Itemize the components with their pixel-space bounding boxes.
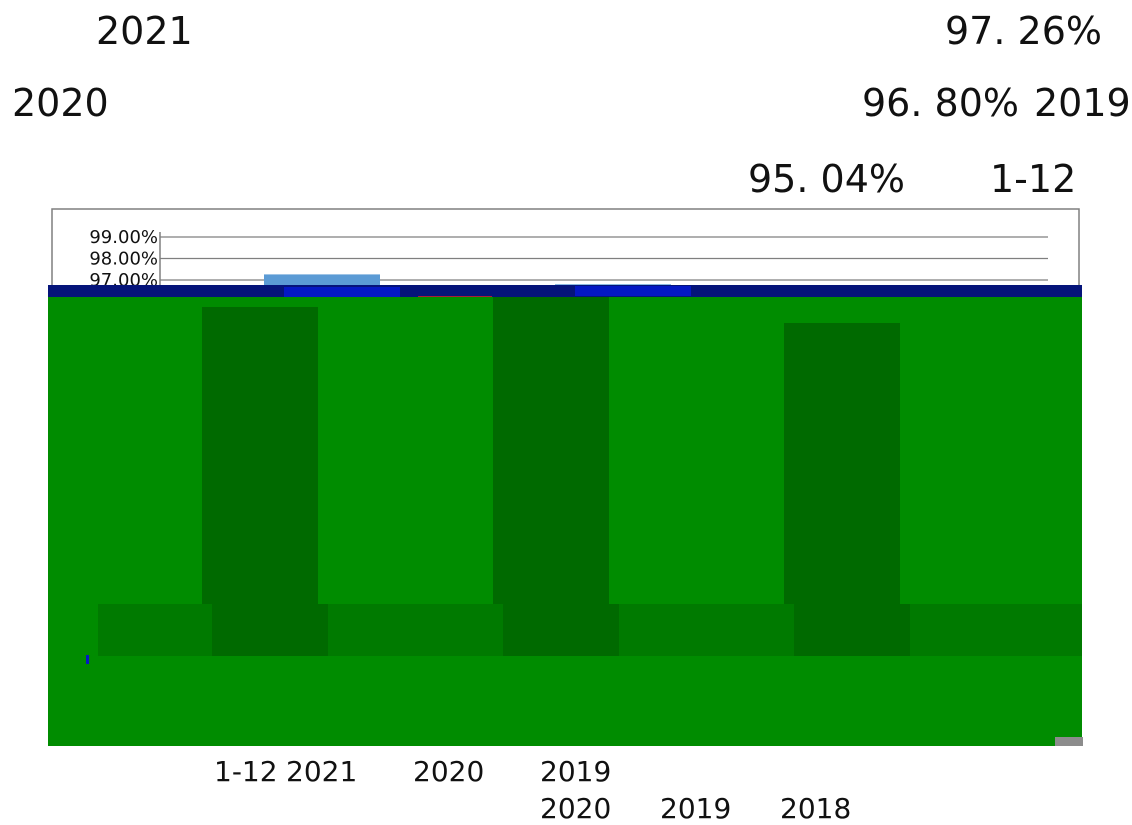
mid-band-dark-3 [794, 604, 910, 656]
gridlines [160, 236, 1048, 281]
caption-year-b: 2020 [413, 755, 485, 788]
gray-corner [1055, 737, 1083, 746]
lower-green [48, 656, 1082, 746]
bar [264, 274, 380, 287]
mid-band-dark-1 [212, 604, 328, 656]
artifact-blue-mark [86, 655, 89, 664]
line2-year-right: 2019 [1034, 81, 1131, 125]
line1-value: 97. 26% [945, 9, 1102, 53]
mid-band-dark-2 [503, 604, 619, 656]
dark-column-3 [784, 323, 900, 605]
caption-row2-year-a: 2020 [540, 792, 612, 825]
caption-year-c: 2019 [540, 755, 612, 788]
line3-period: 1-12 [990, 157, 1077, 201]
caption-period: 1-12 [214, 755, 278, 788]
caption-row2-year-b: 2019 [660, 792, 732, 825]
line1-year: 2021 [96, 9, 193, 53]
caption-year-a: 2021 [286, 755, 358, 788]
caption-row2-year-c: 2018 [780, 792, 852, 825]
navy-band [48, 285, 1082, 297]
y-tick-labels: 99.00%98.00%97.00% [89, 227, 158, 291]
dark-column-1 [202, 307, 318, 605]
line3-value: 95. 04% [748, 157, 905, 201]
dark-column-2 [493, 297, 609, 605]
y-tick-label: 99.00% [89, 227, 158, 248]
y-tick-label: 98.00% [89, 249, 158, 270]
line2-value: 96. 80% [862, 81, 1019, 125]
blue-band-segment-2 [575, 286, 691, 296]
line2-year-left: 2020 [12, 81, 109, 125]
